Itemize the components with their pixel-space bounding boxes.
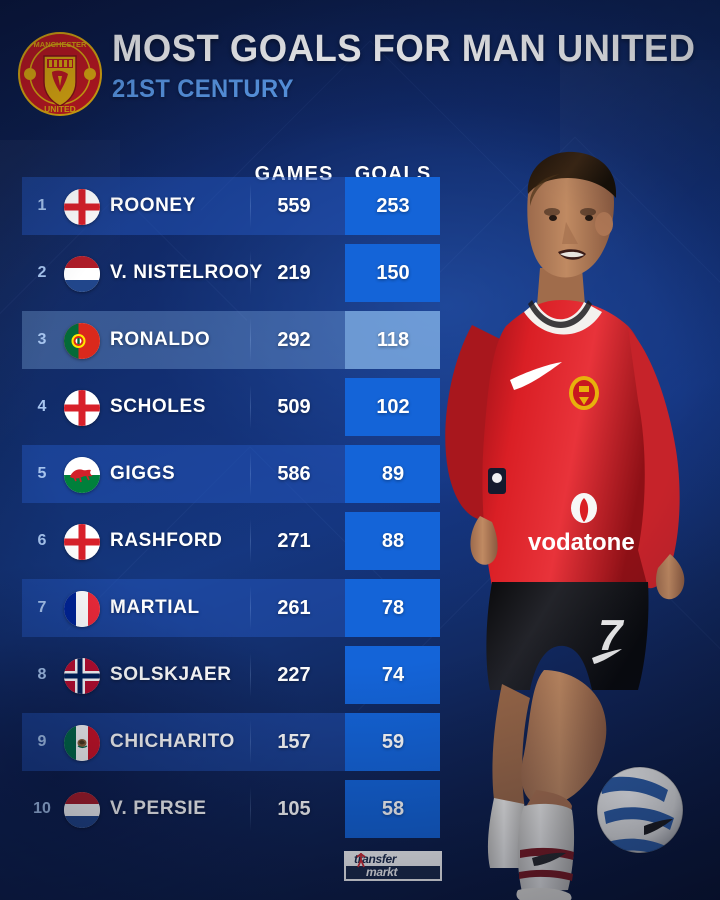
netherlands-flag-icon [64, 256, 100, 292]
goals-value: 102 [376, 395, 410, 418]
table-row[interactable]: 1 ROONEY 559 253 [0, 174, 460, 241]
transfermarkt-logo[interactable]: transfer markt [344, 851, 442, 881]
games-value: 586 [277, 462, 311, 485]
rank-number: 7 [37, 599, 47, 616]
player-head [527, 151, 617, 278]
page-subtitle: 21ST CENTURY [112, 75, 294, 103]
games-value: 219 [277, 261, 311, 284]
table-row[interactable]: 5 GIGGS 586 89 [0, 442, 460, 509]
rank-number: 5 [37, 465, 47, 482]
games-value: 509 [277, 395, 311, 418]
player-name: SOLSKJAER [110, 664, 232, 685]
svg-text:vodatone: vodatone [528, 529, 635, 556]
shirt-crest-icon [569, 376, 599, 410]
table-row[interactable]: 9 CHICHARITO 157 59 [0, 710, 460, 777]
goals-value: 253 [376, 194, 410, 217]
player-name: CHICHARITO [110, 731, 235, 752]
games-value: 292 [277, 328, 311, 351]
table-row[interactable]: 7 MARTIAL 261 78 [0, 576, 460, 643]
rank-number: 2 [37, 264, 47, 281]
table-row[interactable]: 6 RASHFORD 271 88 [0, 509, 460, 576]
rank-number: 10 [33, 800, 51, 817]
player-name: V. NISTELROOY [110, 262, 263, 283]
table-row[interactable]: 2 V. NISTELROOY 219 150 [0, 241, 460, 308]
table-row[interactable]: 8 SOLSKJAER 227 74 [0, 643, 460, 710]
table-row[interactable]: 10 V. PERSIE 105 58 [0, 777, 460, 844]
title-block: MOST GOALS FOR MAN UNITED 21ST CENTURY [112, 30, 720, 104]
goals-value: 118 [376, 328, 410, 351]
crest-top-text: MANCHESTER [34, 40, 88, 49]
england-flag-icon [64, 524, 100, 560]
header: MANCHESTER UNITED MOST GOALS FOR MAN UNI… [0, 0, 720, 128]
football-icon [596, 766, 684, 854]
player-name: MARTIAL [110, 597, 200, 618]
logo-player-figure-icon [356, 853, 366, 868]
player-name: ROONEY [110, 195, 196, 216]
player-shorts [486, 582, 649, 690]
netherlands-flag-icon [64, 792, 100, 828]
games-value: 559 [277, 194, 311, 217]
goals-value: 78 [381, 596, 405, 619]
player-name: V. PERSIE [110, 798, 207, 819]
norway-flag-icon [64, 658, 100, 694]
rank-number: 9 [37, 733, 47, 750]
goals-value: 150 [376, 261, 410, 284]
rank-number: 8 [37, 666, 47, 683]
mexico-flag-icon [64, 725, 100, 761]
england-flag-icon [64, 390, 100, 426]
player-name: SCHOLES [110, 396, 207, 417]
page-title: MOST GOALS FOR MAN UNITED [112, 28, 696, 70]
goals-value: 58 [381, 797, 405, 820]
games-value: 105 [277, 797, 311, 820]
england-flag-icon [64, 189, 100, 225]
games-value: 227 [277, 663, 311, 686]
rank-number: 4 [37, 398, 47, 415]
sleeve-patch-icon [488, 468, 506, 494]
goals-value: 89 [381, 462, 405, 485]
manchester-united-crest-icon: MANCHESTER UNITED [18, 32, 102, 116]
crest-bottom-text: UNITED [44, 104, 76, 114]
games-value: 157 [277, 730, 311, 753]
goals-value: 59 [381, 730, 405, 753]
france-flag-icon [64, 591, 100, 627]
rank-number: 6 [37, 532, 47, 549]
player-name: RONALDO [110, 329, 211, 350]
player-front-thigh [521, 670, 607, 806]
ranking-table: 1 ROONEY 559 253 2 V. NISTELROOY 219 150 3 RONALD… [0, 174, 460, 844]
goals-value: 74 [381, 663, 405, 686]
table-row[interactable]: 4 SCHOLES 509 102 [0, 375, 460, 442]
player-name: GIGGS [110, 463, 176, 484]
games-value: 261 [277, 596, 311, 619]
goals-value: 88 [381, 529, 405, 552]
table-column-headers: GAMES GOALS [0, 142, 460, 185]
rank-number: 3 [37, 331, 47, 348]
cristiano-ronaldo-photo: vodatone 7 [445, 151, 685, 900]
player-name: RASHFORD [110, 530, 223, 551]
table-row[interactable]: 3 RONALDO 292 118 [0, 308, 460, 375]
wales-flag-icon [64, 457, 100, 493]
games-value: 271 [277, 529, 311, 552]
portugal-flag-icon [64, 323, 100, 359]
logo-text-markt: markt [366, 865, 398, 879]
rank-number: 1 [37, 197, 47, 214]
